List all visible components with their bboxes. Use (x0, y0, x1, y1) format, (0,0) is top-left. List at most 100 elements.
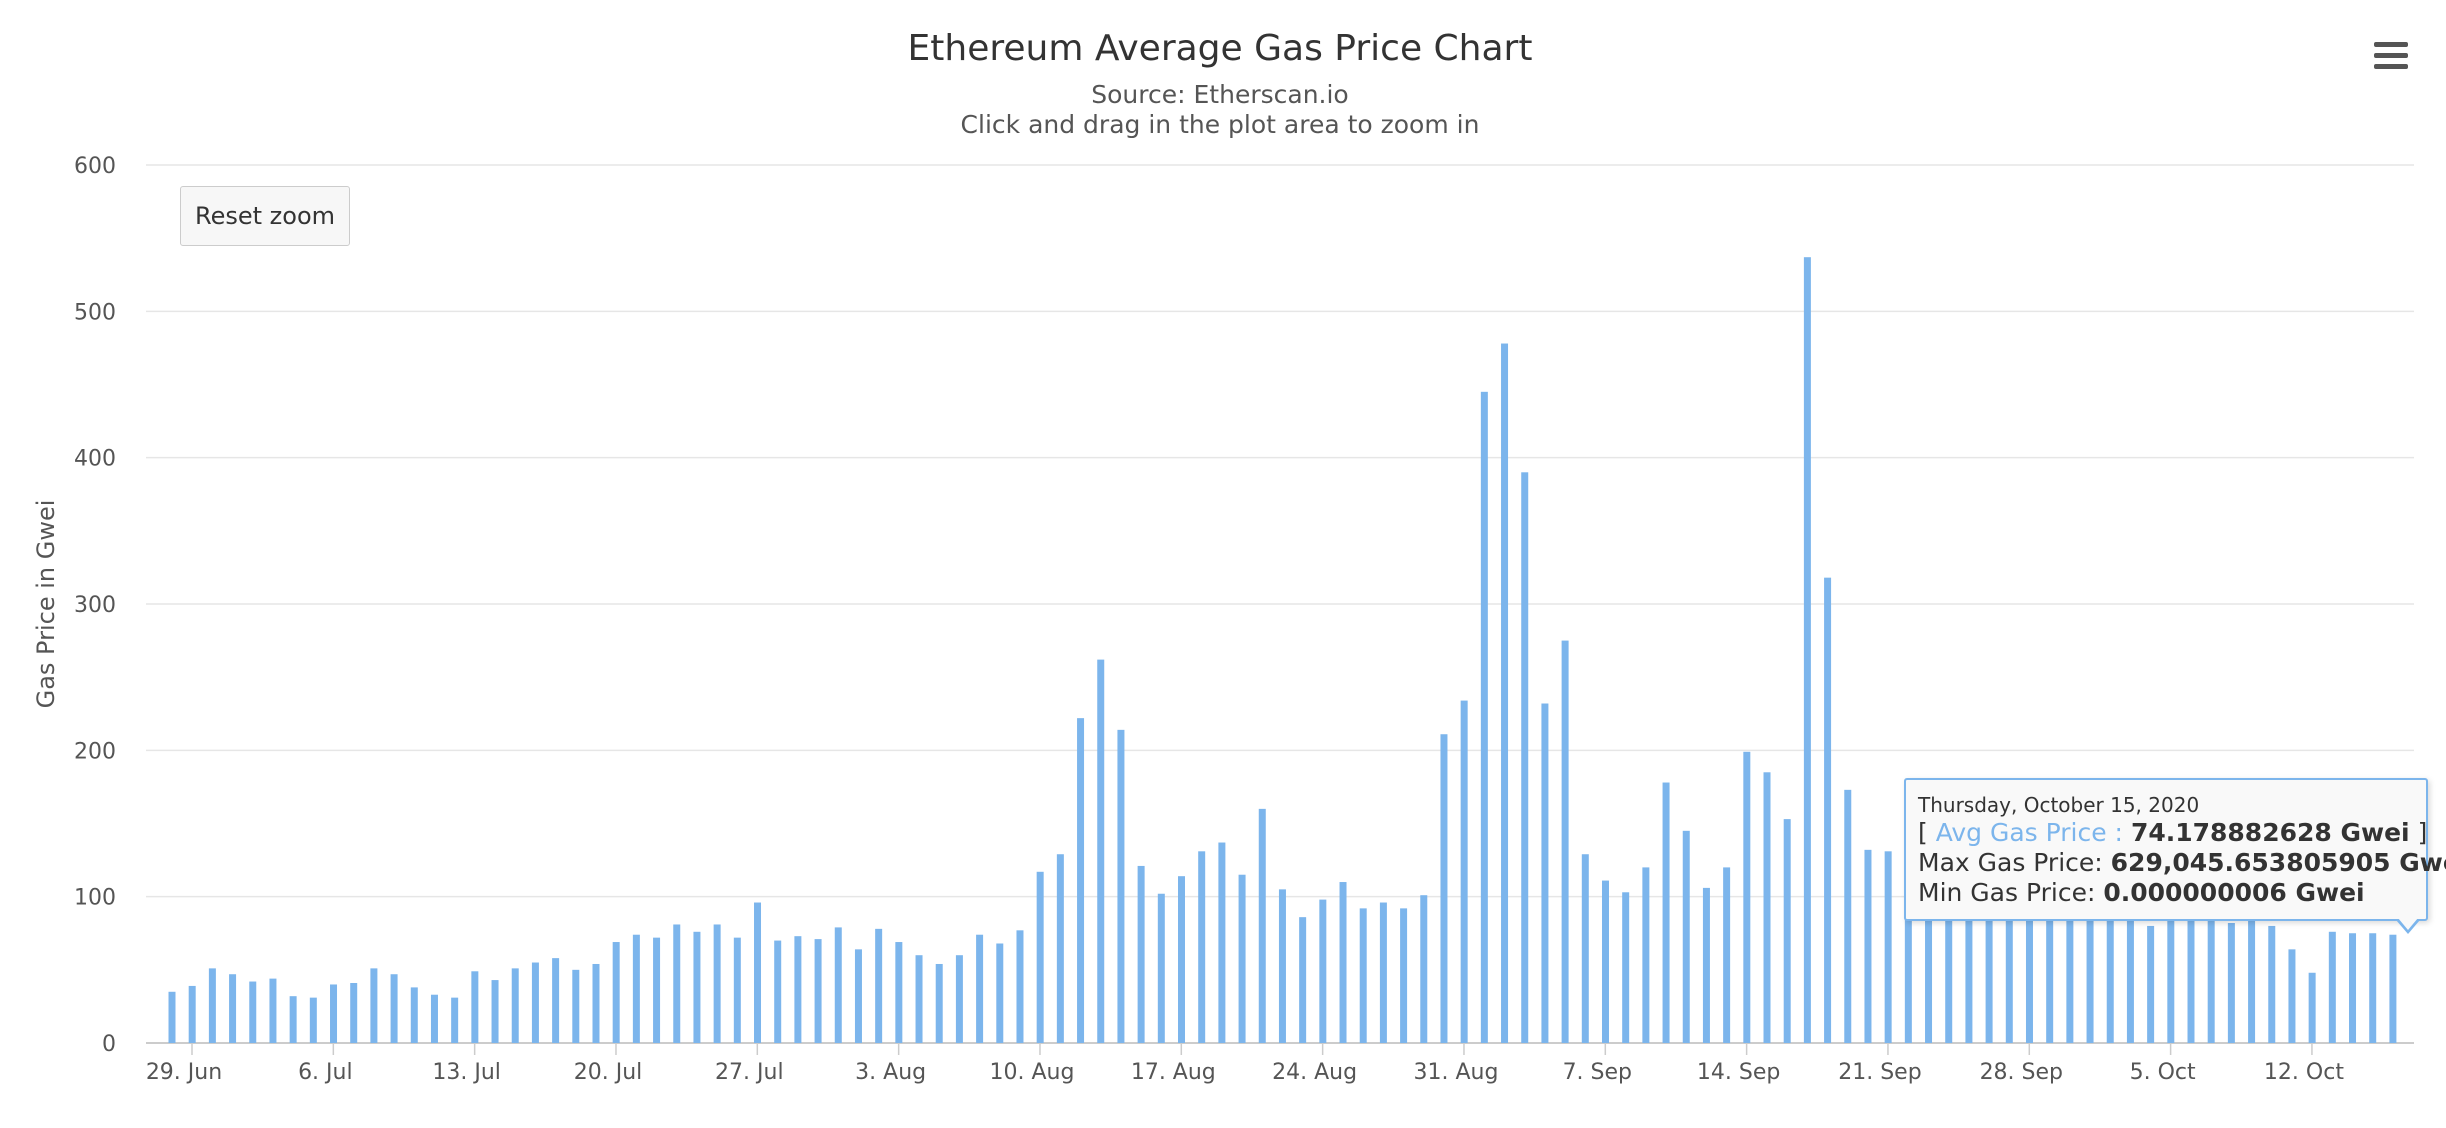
bar[interactable] (1097, 659, 1105, 1043)
bar[interactable] (1763, 772, 1771, 1043)
bar[interactable] (1319, 899, 1327, 1043)
bar[interactable] (1480, 391, 1488, 1044)
bar[interactable] (1945, 896, 1953, 1043)
bar[interactable] (1460, 700, 1468, 1043)
bar[interactable] (1723, 867, 1731, 1043)
bar[interactable] (1581, 854, 1589, 1043)
bar[interactable] (2227, 923, 2235, 1043)
bar[interactable] (1561, 640, 1569, 1043)
bar[interactable] (1238, 874, 1246, 1043)
bar[interactable] (1258, 808, 1266, 1043)
bar[interactable] (1117, 729, 1125, 1043)
bar[interactable] (208, 968, 216, 1043)
bar[interactable] (552, 958, 560, 1043)
bar[interactable] (1400, 908, 1408, 1043)
bar[interactable] (2288, 949, 2296, 1043)
bar[interactable] (1925, 903, 1933, 1043)
bar[interactable] (289, 996, 297, 1043)
bar[interactable] (531, 962, 539, 1043)
bar[interactable] (996, 943, 1004, 1043)
bar[interactable] (1985, 911, 1993, 1043)
bar[interactable] (1864, 849, 1872, 1043)
bar[interactable] (2369, 933, 2377, 1043)
bar[interactable] (1803, 257, 1811, 1043)
bar[interactable] (2308, 972, 2316, 1043)
bar[interactable] (1178, 876, 1185, 1043)
bar[interactable] (1137, 865, 1145, 1043)
bar[interactable] (1278, 889, 1286, 1043)
bar[interactable] (2328, 931, 2336, 1043)
bar[interactable] (976, 934, 984, 1043)
bar[interactable] (2147, 925, 2155, 1043)
bar[interactable] (1339, 882, 1347, 1043)
bar[interactable] (188, 985, 196, 1043)
bar[interactable] (915, 955, 923, 1043)
bar[interactable] (1884, 851, 1892, 1043)
bar[interactable] (390, 974, 398, 1043)
bar[interactable] (2126, 914, 2134, 1043)
bar[interactable] (754, 902, 762, 1043)
bar[interactable] (2389, 934, 2397, 1043)
bar[interactable] (1299, 917, 1307, 1043)
bar[interactable] (1218, 842, 1226, 1043)
bar[interactable] (1642, 867, 1650, 1043)
bar[interactable] (370, 968, 378, 1043)
bar[interactable] (168, 991, 176, 1043)
bar[interactable] (895, 942, 903, 1043)
bar[interactable] (410, 987, 418, 1043)
bar[interactable] (1662, 782, 1670, 1043)
bar[interactable] (249, 981, 257, 1043)
bar[interactable] (774, 940, 782, 1043)
bar[interactable] (2167, 903, 2175, 1043)
bar[interactable] (2207, 918, 2215, 1043)
bar[interactable] (1682, 830, 1690, 1043)
bar[interactable] (955, 955, 963, 1043)
bar[interactable] (491, 980, 499, 1043)
bar[interactable] (2268, 925, 2276, 1043)
bar[interactable] (451, 997, 459, 1043)
bar[interactable] (1965, 903, 1973, 1043)
bar[interactable] (2106, 918, 2114, 1043)
bar[interactable] (673, 924, 681, 1043)
bar[interactable] (1440, 734, 1448, 1043)
bar[interactable] (935, 963, 943, 1043)
bar[interactable] (1541, 703, 1549, 1043)
bar[interactable] (1844, 789, 1852, 1043)
bar[interactable] (1783, 819, 1791, 1043)
bar[interactable] (1036, 871, 1044, 1043)
bar[interactable] (854, 949, 862, 1043)
bar[interactable] (1622, 892, 1630, 1043)
bar[interactable] (1359, 908, 1367, 1043)
bar[interactable] (2025, 908, 2033, 1043)
bar[interactable] (2187, 911, 2195, 1043)
reset-zoom-button[interactable]: Reset zoom (180, 186, 350, 246)
bar[interactable] (653, 937, 661, 1043)
bar[interactable] (572, 969, 580, 1043)
bar[interactable] (2248, 914, 2256, 1043)
hamburger-menu-icon[interactable] (2368, 36, 2414, 76)
bar[interactable] (430, 994, 438, 1043)
bar[interactable] (1702, 887, 1710, 1043)
bar[interactable] (632, 934, 640, 1043)
bar[interactable] (834, 927, 842, 1043)
bar[interactable] (1077, 718, 1085, 1043)
bar[interactable] (229, 974, 237, 1043)
bar[interactable] (2086, 911, 2094, 1043)
bar[interactable] (1824, 577, 1832, 1043)
bar[interactable] (350, 983, 358, 1043)
bar-layer[interactable] (168, 257, 2397, 1044)
bar[interactable] (471, 971, 479, 1043)
bar[interactable] (1904, 911, 1912, 1043)
bar[interactable] (713, 924, 721, 1043)
bar[interactable] (814, 939, 822, 1043)
bar[interactable] (2349, 933, 2357, 1043)
bar[interactable] (1501, 343, 1509, 1043)
bar[interactable] (794, 936, 802, 1043)
bar[interactable] (1056, 854, 1064, 1043)
bar[interactable] (612, 942, 620, 1043)
bar[interactable] (693, 931, 701, 1043)
bar[interactable] (1379, 902, 1387, 1043)
bar[interactable] (733, 937, 741, 1043)
